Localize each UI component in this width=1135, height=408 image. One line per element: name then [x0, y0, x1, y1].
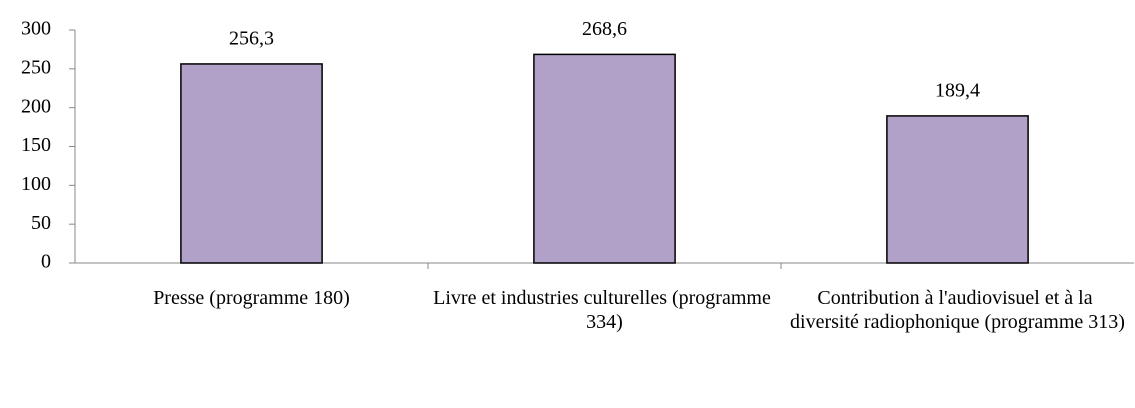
bar: [180, 63, 323, 264]
y-tick-label: 200: [21, 95, 51, 117]
y-tick-label: 300: [21, 18, 51, 40]
x-tick-label: Livre et industries culturelles (program…: [433, 287, 776, 333]
y-tick-label: 250: [21, 56, 51, 78]
y-tick-label: 50: [31, 212, 51, 234]
value-label: 189,4: [935, 79, 980, 101]
value-label: 268,6: [582, 18, 627, 40]
bar: [886, 115, 1029, 264]
value-label: 256,3: [229, 28, 274, 50]
y-tick-label: 100: [21, 173, 51, 195]
y-tick-label: 150: [21, 134, 51, 156]
x-tick-label: Presse (programme 180): [153, 287, 350, 309]
y-tick-label: 0: [41, 251, 51, 273]
bar: [533, 53, 676, 264]
x-tick-label: Contribution à l'audiovisuel et à la div…: [790, 287, 1125, 333]
